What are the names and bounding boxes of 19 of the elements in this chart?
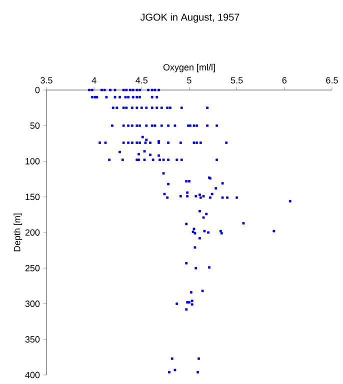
y-tick-label: 200 bbox=[25, 229, 40, 236]
x-tick-label: 4.5 bbox=[136, 77, 148, 84]
x-tick-label: 6.5 bbox=[326, 77, 338, 84]
y-tick-label: 250 bbox=[25, 264, 40, 272]
x-tick-label: 3.5 bbox=[40, 77, 52, 84]
y-axis-title: Depth [m] bbox=[14, 214, 22, 252]
x-axis-title: Oxygen [ml/l] bbox=[163, 64, 215, 72]
y-tick-label: 300 bbox=[25, 300, 40, 307]
x-tick-label: 5 bbox=[187, 77, 192, 84]
y-tick-label: 350 bbox=[25, 336, 40, 343]
y-tick-label: 50 bbox=[30, 122, 40, 129]
y-tick-label: 100 bbox=[26, 158, 40, 164]
x-tick-label: 4 bbox=[92, 77, 96, 84]
y-tick-label: 150 bbox=[26, 194, 40, 200]
x-tick-label: 5.5 bbox=[230, 77, 243, 84]
x-tick-label: 6 bbox=[282, 77, 287, 84]
chart-title: JGOK in August, 1957 bbox=[140, 13, 240, 23]
y-tick-label: 0 bbox=[35, 86, 40, 94]
y-tick-label: 400 bbox=[25, 372, 40, 378]
